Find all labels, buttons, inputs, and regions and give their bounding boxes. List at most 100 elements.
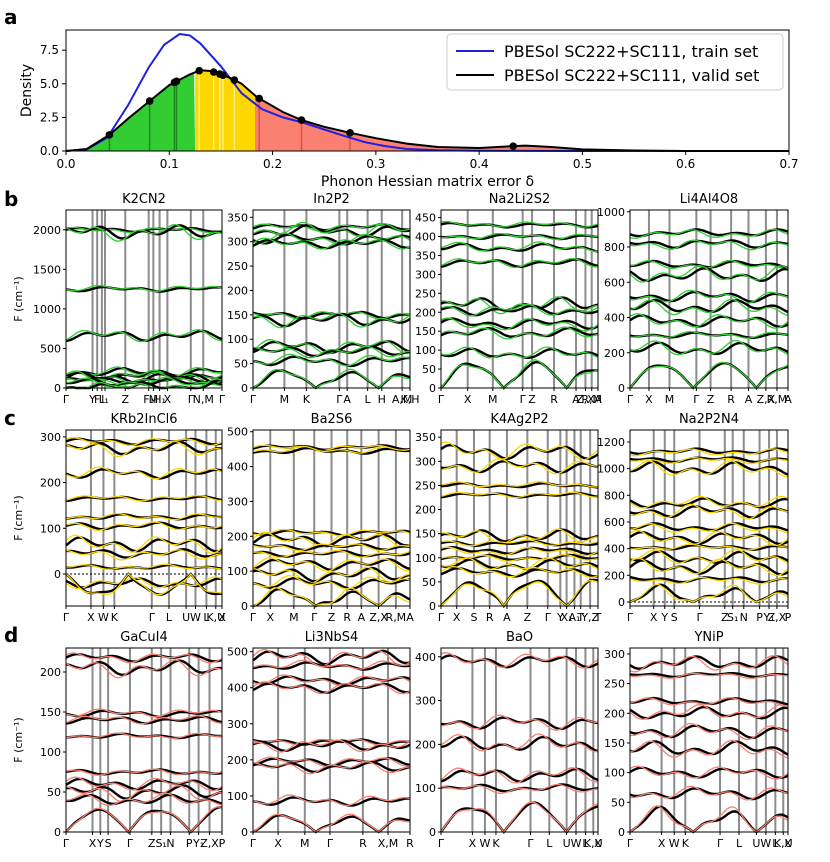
dft-band: [252, 566, 411, 583]
model-band: [65, 223, 223, 242]
x-tick-label: X₁: [561, 611, 573, 624]
model-band: [440, 441, 599, 461]
model-band: [252, 794, 411, 807]
subplot-title: BaO: [506, 630, 533, 645]
x-tick-label: P: [219, 837, 226, 850]
model-band: [629, 339, 789, 356]
model-band: [252, 739, 411, 753]
x-tick-label: Γ: [149, 611, 156, 624]
y-tick-label: 5.0: [40, 77, 59, 91]
x-tick-label: X: [658, 837, 666, 850]
x-tick-label: P: [756, 611, 763, 624]
x-tick-label: S: [671, 611, 678, 624]
dft-band: [440, 735, 599, 753]
model-band: [440, 652, 599, 669]
x-tick-label: Y: [88, 393, 96, 406]
x-tick-label: X: [266, 611, 274, 624]
x-tick-label: T: [594, 611, 602, 624]
x-tick-label: Γ: [219, 393, 226, 406]
x-tick-label: 0.3: [366, 157, 385, 171]
x-tick-label: R: [550, 393, 558, 406]
model-band: [629, 460, 789, 478]
model-band: [440, 481, 599, 488]
x-tick-label: R: [486, 611, 494, 624]
x-tick-label: A: [594, 393, 602, 406]
x-tick-label: W: [669, 837, 680, 850]
band-subplot-Li3NbS4: Li3NbS4 0 100 200 300 400 500 Γ X M Γ R X,M R: [227, 630, 414, 850]
x-tick-label: Y: [660, 611, 668, 624]
model-band: [440, 539, 599, 547]
y-tick-label: 200: [40, 666, 61, 679]
dft-band: [629, 655, 789, 670]
x-tick-label: P: [186, 837, 193, 850]
y-tick-label: 250: [227, 260, 248, 273]
model-band: [252, 681, 411, 695]
model-band: [65, 329, 223, 343]
dft-band: [252, 682, 411, 694]
dft-band: [65, 709, 223, 719]
x-tick-label: U: [182, 611, 190, 624]
x-tick-label: 0.4: [470, 157, 489, 171]
subplot-title: Li3NbS4: [305, 630, 359, 645]
x-tick-label: F: [94, 393, 100, 406]
model-band: [65, 768, 223, 776]
marker-dot: [172, 77, 181, 86]
x-tick-label: K: [111, 611, 119, 624]
y-tick-label: 200: [40, 477, 61, 490]
y-tick-label: 0: [241, 382, 248, 395]
x-tick-label: L: [365, 393, 372, 406]
y-tick-label: 300: [415, 695, 436, 708]
model-band: [629, 503, 789, 520]
x-tick-label: R: [343, 611, 351, 624]
model-band: [65, 284, 223, 292]
x-tick-label: F₁: [143, 393, 154, 406]
model-band: [629, 722, 789, 741]
x-tick-label: A₁: [568, 611, 580, 624]
x-tick-label: L: [546, 837, 553, 850]
model-band: [629, 298, 789, 316]
model-band: [65, 226, 223, 234]
model-band: [440, 528, 599, 545]
x-tick-label: Z: [148, 837, 156, 850]
model-band: [252, 761, 411, 775]
model-band: [629, 655, 789, 673]
x-tick-label: Γ: [527, 837, 534, 850]
dft-band: [65, 329, 223, 342]
marker-dot: [230, 76, 239, 84]
model-band: [629, 785, 789, 801]
model-band: [440, 546, 599, 557]
x-tick-label: R,M: [386, 611, 407, 624]
y-tick-label: 0: [429, 600, 436, 613]
dft-band: [252, 345, 411, 358]
x-tick-label: K: [682, 837, 690, 850]
x-tick-label: Γ: [188, 393, 195, 406]
x-tick-label: K: [303, 393, 311, 406]
model-band: [629, 704, 789, 720]
x-tick-label: X: [89, 837, 97, 850]
x-tick-label: Z: [528, 393, 536, 406]
marker-dot: [509, 142, 518, 150]
y-tick-label: 50: [234, 358, 248, 371]
dft-band: [629, 314, 789, 329]
y-tick-label: 600: [604, 516, 625, 529]
dft-band: [252, 739, 411, 753]
x-axis-label: Phonon Hessian matrix error δ: [321, 174, 534, 190]
model-band: [65, 534, 223, 554]
x-tick-label: U: [563, 837, 571, 850]
x-tick-label: M: [300, 837, 310, 850]
y-tick-label: 300: [415, 268, 436, 281]
x-tick-label: H: [378, 393, 386, 406]
marker-dot: [297, 116, 306, 124]
x-tick-label: N: [740, 611, 748, 624]
y-tick-label: 0: [429, 826, 436, 839]
x-tick-label: Γ: [438, 611, 445, 624]
model-band: [629, 765, 789, 780]
x-tick-label: Z: [328, 611, 336, 624]
model-band: [440, 220, 599, 228]
x-tick-label: Γ: [717, 837, 724, 850]
model-band: [65, 572, 223, 596]
x-tick-label: K,U: [774, 837, 793, 850]
